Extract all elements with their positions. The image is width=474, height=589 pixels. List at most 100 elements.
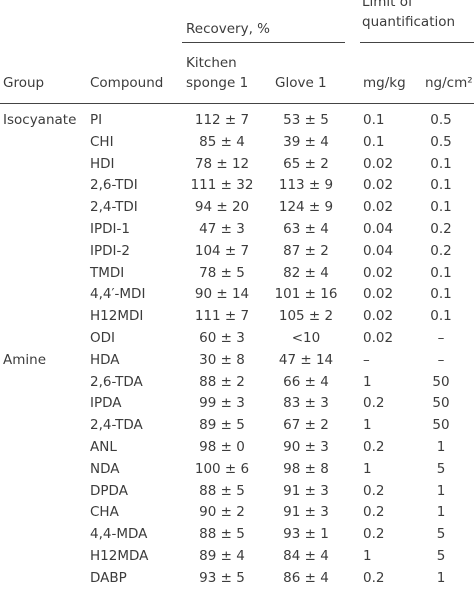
compound: NDA (90, 460, 120, 477)
ngcm2: 0.2 (430, 242, 452, 259)
glove-recovery: 67 ± 2 (283, 417, 329, 434)
glove-recovery: 39 ± 4 (283, 133, 329, 150)
sponge-recovery: 100 ± 6 (194, 460, 250, 477)
mgkg: 0.02 (363, 177, 394, 194)
glove-recovery: 53 ± 5 (283, 112, 329, 128)
ngcm2-header: ng/cm² (425, 75, 473, 91)
compound: ANL (90, 439, 117, 455)
sponge-recovery: 47 ± 3 (199, 221, 245, 237)
mgkg: 0.2 (363, 395, 385, 412)
glove-recovery: 83 ± 3 (283, 395, 329, 412)
compound: ODI (90, 330, 116, 346)
glove-recovery: 113 ± 9 (278, 177, 334, 194)
compound: HDI (90, 155, 115, 172)
ngcm2: 1 (436, 439, 446, 455)
sponge-recovery: 94 ± 20 (194, 199, 250, 216)
mgkg: 0.02 (363, 199, 394, 216)
sponge-recovery: 88 ± 5 (199, 482, 245, 499)
glove-recovery: 82 ± 4 (283, 264, 329, 281)
compound: 2,6-TDI (90, 177, 138, 194)
ngcm2: 0.1 (430, 286, 452, 303)
glove-recovery: 91 ± 3 (283, 482, 329, 499)
glove-recovery: 87 ± 2 (283, 242, 329, 259)
glove-recovery: 124 ± 9 (278, 199, 334, 216)
recovery-header: Recovery, % (186, 21, 271, 37)
compound: DABP (90, 569, 127, 586)
sponge-recovery: 60 ± 3 (199, 330, 245, 346)
sponge-recovery: 85 ± 4 (199, 133, 245, 150)
mgkg: 0.02 (363, 155, 394, 172)
ngcm2: 0.1 (430, 177, 452, 194)
compound: PI (90, 112, 103, 128)
mgkg: 0.2 (363, 482, 385, 499)
sponge-recovery: 111 ± 32 (190, 177, 254, 194)
group: Amine (3, 351, 46, 368)
ngcm2: 0.1 (430, 264, 452, 281)
ngcm2: 5 (436, 548, 446, 564)
mgkg: 0.2 (363, 526, 385, 543)
compound: H12MDA (90, 548, 149, 564)
ngcm2: 50 (432, 373, 450, 390)
compound: HDA (90, 351, 120, 368)
mgkg: 1 (363, 417, 372, 434)
mgkg: 1 (363, 460, 372, 477)
sponge-recovery: 104 ± 7 (194, 242, 250, 259)
glove-recovery: <10 (291, 330, 321, 346)
glove-recovery: 86 ± 4 (283, 569, 329, 586)
ngcm2: 0.1 (430, 199, 452, 216)
glove-recovery: 98 ± 8 (283, 460, 329, 477)
compound: IPDI-1 (90, 221, 130, 237)
limit-header: Limit of quantification (362, 0, 456, 30)
compound: TMDI (90, 264, 125, 281)
mgkg: 0.2 (363, 504, 385, 521)
compound: IPDA (90, 395, 122, 412)
sponge-recovery: 88 ± 5 (199, 526, 245, 543)
mgkg: 0.02 (363, 330, 394, 346)
group: Isocyanate (3, 112, 77, 128)
rule (0, 103, 474, 104)
mgkg-header: mg/kg (363, 75, 406, 91)
compound: 2,6-TDA (90, 373, 143, 390)
sponge-recovery: 88 ± 2 (199, 373, 245, 390)
rule (182, 42, 345, 43)
sponge-recovery: 98 ± 0 (199, 439, 245, 455)
group-header: Group (3, 75, 45, 91)
glove-header: Glove 1 (275, 75, 327, 91)
sponge-recovery: 112 ± 7 (194, 112, 250, 128)
ngcm2: 50 (432, 417, 450, 434)
mgkg: 0.02 (363, 308, 394, 325)
ngcm2: 0.5 (430, 133, 452, 150)
glove-recovery: 66 ± 4 (283, 373, 329, 390)
sponge-header: Kitchen sponge 1 (186, 55, 249, 91)
ngcm2: 1 (436, 504, 446, 521)
sponge-recovery: 90 ± 14 (194, 286, 250, 303)
ngcm2: 1 (436, 482, 446, 499)
ngcm2: – (437, 351, 445, 368)
glove-recovery: 65 ± 2 (283, 155, 329, 172)
compound: CHA (90, 504, 119, 521)
mgkg: 0.1 (363, 112, 385, 128)
compound: 2,4-TDA (90, 417, 143, 434)
mgkg: 1 (363, 373, 372, 390)
sponge-recovery: 78 ± 12 (194, 155, 250, 172)
sponge-recovery: 89 ± 4 (199, 548, 245, 564)
compound: IPDI-2 (90, 242, 130, 259)
glove-recovery: 63 ± 4 (283, 221, 329, 237)
mgkg: 1 (363, 548, 372, 564)
compound: DPDA (90, 482, 128, 499)
compound: CHI (90, 133, 114, 150)
sponge-recovery: 90 ± 2 (199, 504, 245, 521)
ngcm2: 0.1 (430, 155, 452, 172)
ngcm2: 50 (432, 395, 450, 412)
glove-recovery: 90 ± 3 (283, 439, 329, 455)
ngcm2: 0.1 (430, 308, 452, 325)
ngcm2: – (437, 330, 445, 346)
glove-recovery: 105 ± 2 (278, 308, 334, 325)
sponge-recovery: 93 ± 5 (199, 569, 245, 586)
ngcm2: 0.2 (430, 221, 452, 237)
mgkg: 0.04 (363, 221, 394, 237)
sponge-recovery: 78 ± 5 (199, 264, 245, 281)
compound: 4,4′-MDI (90, 286, 146, 303)
sponge-recovery: 99 ± 3 (199, 395, 245, 412)
